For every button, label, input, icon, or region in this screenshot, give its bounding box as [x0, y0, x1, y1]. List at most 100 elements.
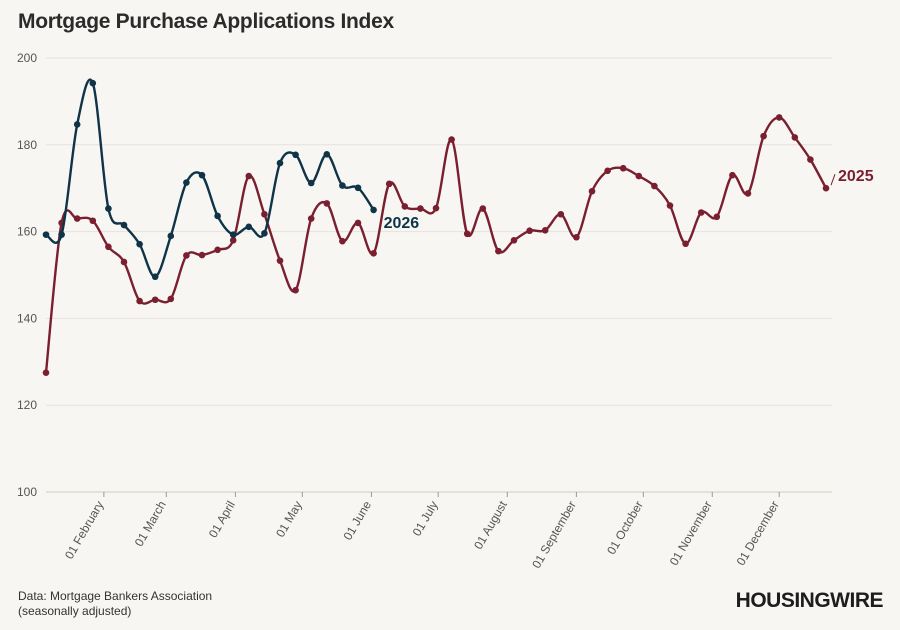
- data-point-2025: [307, 215, 315, 222]
- data-source-line: Data: Mortgage Bankers Association: [18, 589, 213, 603]
- data-point-2026: [151, 273, 159, 281]
- data-point-2025: [635, 172, 643, 180]
- data-point-2025: [183, 252, 190, 259]
- data-point-2025: [417, 205, 424, 212]
- x-tick-label: 01 October: [604, 499, 646, 557]
- data-point-2025: [760, 132, 767, 140]
- data-point-2026: [276, 159, 284, 167]
- chart-title: Mortgage Purchase Applications Index: [18, 10, 394, 33]
- series-line-2026: [45, 78, 375, 278]
- data-point-2026: [58, 231, 65, 238]
- data-point-2025: [822, 184, 830, 192]
- y-tick-label: 200: [17, 51, 37, 65]
- label-connector: [830, 174, 836, 186]
- data-point-2025: [541, 226, 549, 234]
- data-point-2025: [791, 134, 799, 141]
- y-tick-label: 120: [17, 398, 37, 412]
- data-point-2025: [120, 258, 128, 266]
- data-point-2025: [214, 246, 221, 254]
- data-point-2025: [775, 114, 783, 121]
- x-tick-label: 01 August: [471, 498, 510, 552]
- data-point-2025: [198, 251, 206, 259]
- data-point-2026: [307, 179, 315, 187]
- data-point-2025: [432, 204, 440, 212]
- data-point-2025: [105, 243, 112, 251]
- series-label-2025: 2025: [838, 168, 874, 185]
- data-point-2026: [354, 184, 362, 192]
- data-point-2025: [401, 203, 409, 210]
- data-point-2025: [463, 230, 471, 238]
- data-point-2026: [198, 171, 206, 179]
- data-point-2025: [136, 297, 143, 305]
- x-tick-label: 01 April: [206, 499, 238, 541]
- data-point-2025: [619, 164, 627, 172]
- x-tick-label: 01 December: [734, 499, 782, 568]
- data-point-2025: [42, 369, 50, 376]
- data-point-2025: [510, 236, 518, 244]
- data-source-subline: (seasonally adjusted): [18, 604, 132, 618]
- data-point-2026: [120, 221, 128, 229]
- data-point-2025: [354, 219, 362, 227]
- data-point-2025: [370, 250, 377, 257]
- data-point-2025: [666, 202, 674, 209]
- data-point-2025: [292, 286, 299, 294]
- data-point-2025: [526, 227, 533, 235]
- series-labels: 2025 2026: [384, 168, 874, 232]
- data-point-2025: [245, 172, 253, 180]
- x-tick-label: 01 May: [273, 499, 305, 540]
- data-point-2025: [557, 210, 565, 218]
- data-point-2025: [697, 209, 705, 216]
- x-tick-label: 01 November: [667, 499, 715, 568]
- y-tick-label: 100: [17, 485, 37, 499]
- data-source-note: Data: Mortgage Bankers Association (seas…: [18, 589, 212, 619]
- y-tick-label: 140: [17, 311, 37, 325]
- data-point-2025: [479, 205, 487, 212]
- data-point-2025: [682, 240, 689, 248]
- data-point-2025: [495, 247, 502, 255]
- x-tick-label: 01 March: [132, 499, 169, 549]
- data-point-2025: [276, 257, 284, 264]
- data-point-2025: [73, 215, 81, 222]
- x-tick-label: 01 June: [341, 498, 375, 542]
- data-point-2026: [89, 79, 97, 87]
- data-point-2025: [604, 167, 611, 175]
- data-point-2026: [183, 179, 190, 186]
- data-point-2026: [245, 223, 253, 231]
- data-point-2025: [229, 236, 237, 244]
- data-point-2025: [729, 171, 736, 179]
- data-point-2026: [73, 121, 81, 128]
- data-point-2025: [261, 210, 268, 218]
- x-tick-label: 01 July: [410, 499, 441, 539]
- data-point-2026: [105, 205, 112, 212]
- data-point-2026: [323, 151, 331, 158]
- data-point-2026: [292, 151, 299, 159]
- data-point-2026: [167, 232, 175, 240]
- data-point-2026: [370, 206, 377, 214]
- data-point-2025: [89, 217, 97, 225]
- x-axis: 01 February 01 March 01 April 01 May 01 June…: [46, 491, 832, 571]
- data-point-2025: [713, 213, 721, 221]
- grid-lines: [46, 57, 832, 493]
- data-point-2025: [573, 233, 580, 241]
- series-label-2026: 2026: [384, 215, 420, 232]
- series-line-2025: [44, 116, 828, 373]
- y-axis: 100 120 140 160 180 200: [17, 51, 37, 499]
- y-tick-label: 180: [17, 138, 37, 152]
- data-point-2025: [448, 136, 455, 143]
- data-point-2026: [136, 240, 143, 248]
- data-point-2026: [42, 231, 50, 238]
- data-point-2025: [385, 180, 393, 188]
- y-tick-label: 160: [17, 225, 37, 239]
- brand-logo: HOUSINGWIRE: [735, 589, 884, 612]
- series-lines: [42, 78, 830, 376]
- data-point-2025: [339, 237, 346, 245]
- data-point-2026: [339, 182, 346, 189]
- data-point-2026: [229, 231, 237, 238]
- data-point-2026: [261, 230, 268, 237]
- data-point-2025: [651, 182, 658, 190]
- data-point-2025: [323, 200, 331, 207]
- data-point-2025: [807, 156, 814, 163]
- data-point-2026: [214, 212, 221, 220]
- data-point-2025: [744, 190, 752, 197]
